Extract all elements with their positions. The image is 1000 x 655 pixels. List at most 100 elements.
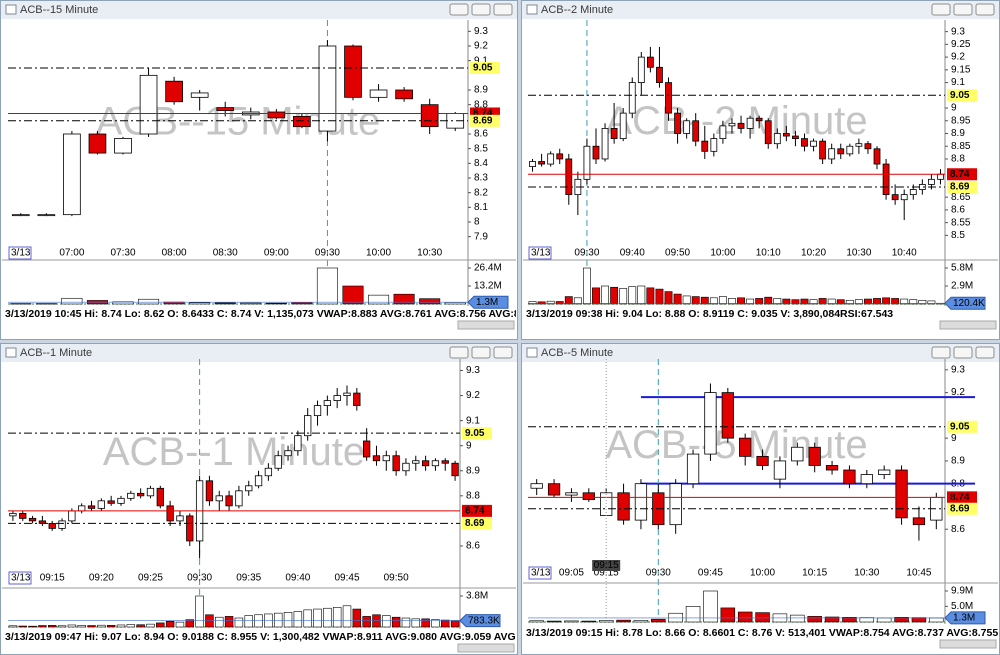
volume-bar	[737, 297, 745, 305]
candle-body	[592, 145, 600, 160]
y-tick-label: 9.1	[951, 77, 965, 88]
volume-bar	[244, 615, 253, 628]
window-icon	[526, 4, 538, 15]
volume-bar	[655, 288, 664, 305]
candle-body	[267, 111, 286, 119]
volume-bar	[582, 267, 591, 305]
close-button[interactable]	[975, 3, 995, 16]
y-tick-label: 9.3	[951, 26, 965, 37]
close-button[interactable]	[493, 346, 513, 359]
volume-tag	[944, 611, 986, 625]
maximize-button[interactable]	[953, 346, 973, 359]
volume-bar	[790, 614, 805, 623]
y-tick-label: 8.9	[951, 128, 965, 139]
scrollbar[interactable]	[939, 320, 997, 330]
volume-bar	[156, 622, 165, 628]
maximize-button[interactable]	[471, 346, 491, 359]
window-title: ACB--5 Minute	[541, 347, 613, 359]
close-button[interactable]	[975, 346, 995, 359]
y-tick-label: 9.2	[474, 41, 488, 52]
maximize-button[interactable]	[953, 3, 973, 16]
candle-body	[737, 122, 745, 129]
minimize-button[interactable]	[931, 3, 951, 16]
candle-body	[274, 455, 282, 469]
volume-bar	[564, 296, 573, 305]
volume-bar	[185, 619, 195, 628]
volume-bar	[764, 296, 773, 305]
time-label: 10:00	[366, 248, 391, 259]
window-frame	[0, 343, 518, 655]
volume-bar	[323, 607, 332, 628]
y-tick-label: 8.8	[951, 154, 965, 165]
y-tick-label: 7.9	[474, 231, 488, 242]
time-label: 09:30	[574, 248, 599, 259]
volume-bar	[391, 616, 401, 628]
volume-bar	[18, 625, 27, 628]
price-tag	[462, 504, 492, 517]
volume-bar	[619, 288, 628, 305]
y-tick-label: 8.9	[466, 465, 480, 476]
candle-body	[58, 520, 66, 529]
candle-body	[530, 483, 543, 489]
volume-bar	[441, 619, 450, 628]
candle-body	[431, 460, 440, 467]
candle-body	[773, 133, 781, 145]
volume-bar	[718, 296, 727, 305]
volume-bar	[126, 624, 136, 628]
minimize-button[interactable]	[449, 346, 469, 359]
y-tick-label: 8.55	[951, 217, 971, 228]
candle-body	[412, 460, 420, 464]
time-label: 09:30	[646, 568, 671, 579]
y-tick-label: 8.6	[474, 129, 488, 140]
volume-bar	[411, 618, 421, 628]
candle-body	[304, 415, 312, 437]
candle-body	[656, 66, 663, 83]
time-label: 07:30	[110, 248, 135, 259]
y-tick-label: 9	[951, 433, 957, 444]
maximize-button[interactable]	[471, 3, 491, 16]
candle-body	[878, 469, 891, 475]
volume-bar	[737, 611, 753, 623]
candle-body	[628, 82, 636, 114]
y-tick-label: 8.6	[951, 205, 965, 216]
volume-bar	[419, 298, 441, 305]
date-box	[8, 246, 32, 260]
minimize-button[interactable]	[449, 3, 469, 16]
scrollbar[interactable]	[457, 643, 515, 653]
candle-body	[156, 487, 164, 507]
volume-bar	[112, 301, 134, 305]
candle-body	[344, 45, 362, 98]
candle-body	[441, 460, 449, 464]
y-tick-label: 9	[951, 103, 957, 114]
candle-body	[721, 392, 734, 439]
time-label: 10:20	[801, 248, 826, 259]
time-label: 09:30	[187, 573, 212, 584]
candle-body	[19, 512, 27, 519]
candle-body	[895, 469, 908, 519]
candle-body	[97, 500, 105, 509]
minimize-button[interactable]	[931, 346, 951, 359]
candle-body	[728, 122, 736, 127]
candle-body	[819, 140, 827, 160]
candle-body	[37, 214, 56, 217]
y-tick-label: 8.4	[474, 158, 488, 169]
volume-tick-label: 5.8M	[951, 263, 973, 274]
candle-body	[323, 400, 331, 407]
time-label: 09:40	[285, 573, 310, 584]
scrollbar[interactable]	[457, 320, 515, 330]
candle-body	[634, 483, 648, 521]
volume-bar	[664, 291, 673, 305]
price-tag-label: 8.69	[950, 182, 970, 193]
volume-bar	[685, 606, 701, 623]
candle-body	[117, 497, 125, 504]
scrollbar[interactable]	[939, 639, 997, 649]
volume-bar	[106, 625, 116, 628]
candle-body	[127, 492, 135, 499]
close-button[interactable]	[493, 3, 513, 16]
volume-bar	[421, 618, 430, 628]
price-tag	[947, 89, 977, 102]
volume-bar	[610, 286, 619, 305]
time-label: 10:10	[756, 248, 781, 259]
candle-body	[225, 495, 233, 507]
